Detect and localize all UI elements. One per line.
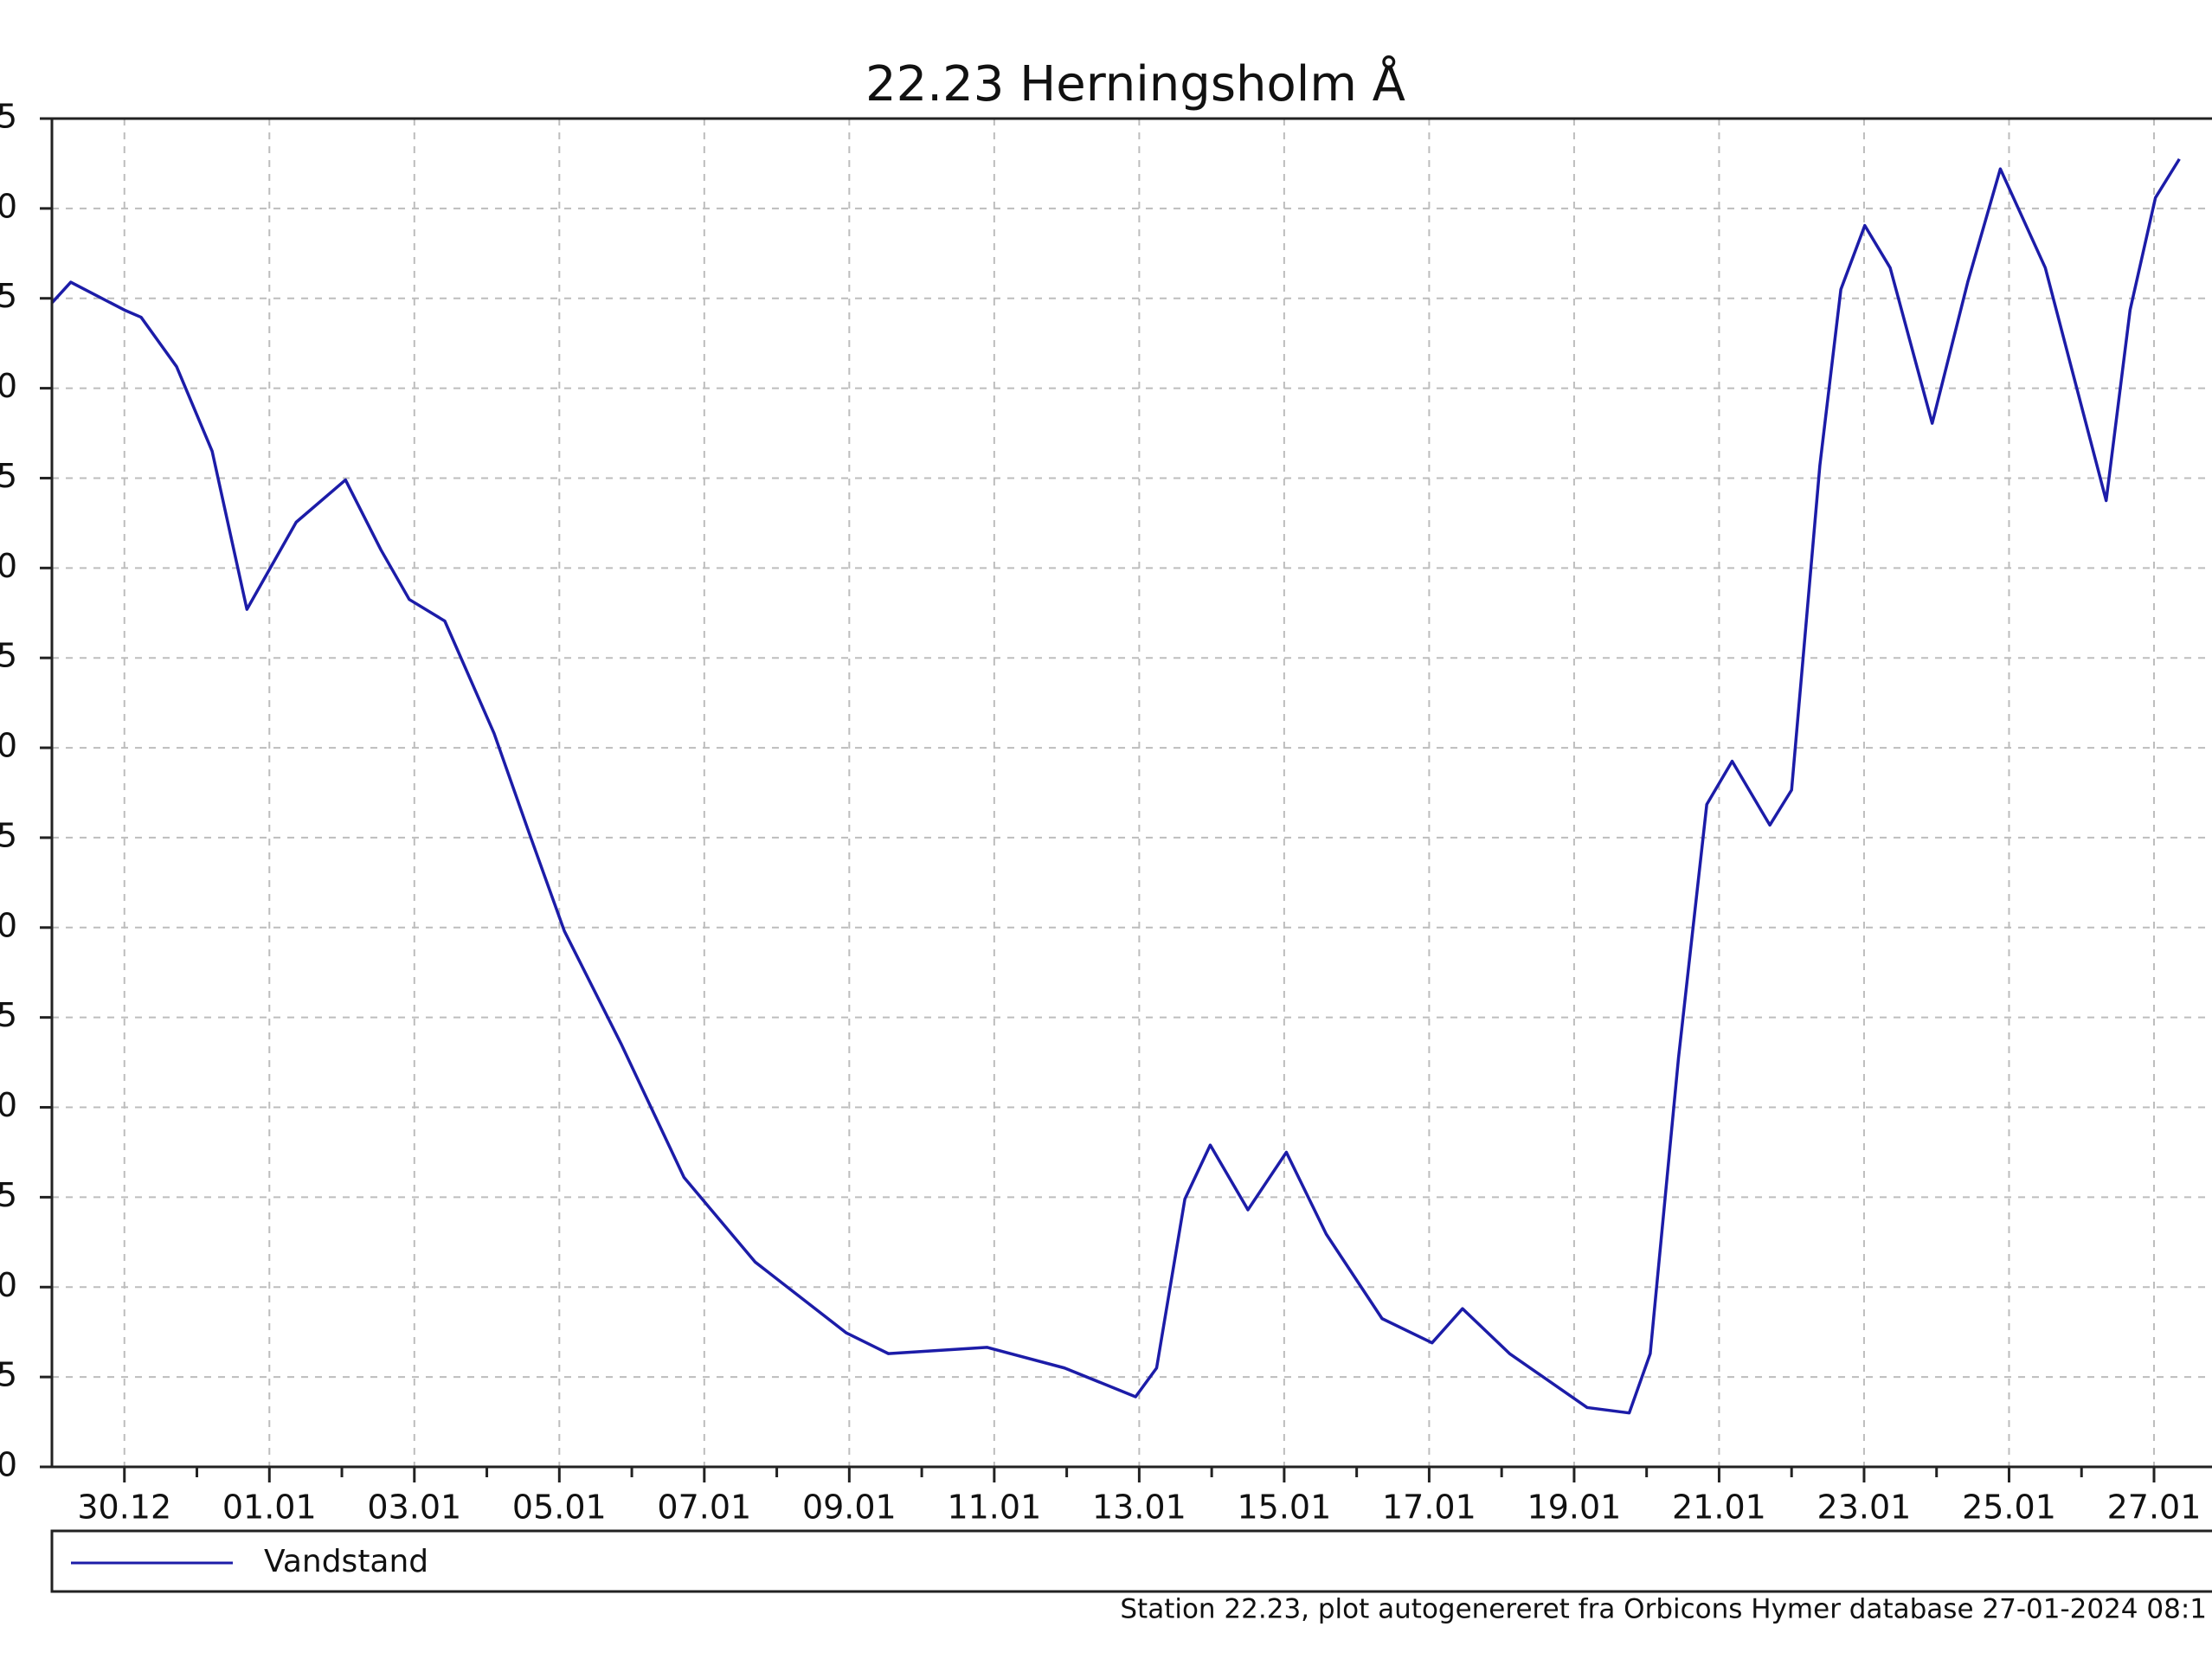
x-tick-label: 11.01 (947, 1489, 1041, 1527)
x-tick-label: 13.01 (1092, 1489, 1186, 1527)
chart-title: 22.23 Herningsholm Å (865, 55, 1405, 113)
y-tick-label: 0 (0, 547, 17, 585)
y-tick-label: 5 (0, 277, 17, 315)
y-tick-label: 5 (0, 816, 17, 854)
y-tick-label: 0 (0, 367, 17, 405)
x-tick-label: 03.01 (367, 1489, 461, 1527)
x-tick-label: 07.01 (657, 1489, 751, 1527)
y-tick-label: 5 (0, 637, 17, 675)
x-tick-label: 17.01 (1382, 1489, 1476, 1527)
x-tick-label: 09.01 (802, 1489, 897, 1527)
x-tick-label: 30.12 (77, 1489, 171, 1527)
x-tick-label: 25.01 (1962, 1489, 2056, 1527)
grid (52, 118, 2212, 1468)
y-tick-label: 0 (0, 1266, 17, 1304)
y-tick-label: 0 (0, 1086, 17, 1124)
y-tick-label: 0 (0, 727, 17, 765)
y-tick-label: 0 (0, 906, 17, 944)
x-tick-label: 21.01 (1672, 1489, 1766, 1527)
y-tick-label: 0 (0, 187, 17, 225)
x-tick-label: 05.01 (512, 1489, 607, 1527)
y-tick-label: 0 (0, 1446, 17, 1484)
x-tick-label: 01.01 (222, 1489, 317, 1527)
x-tick-label: 19.01 (1527, 1489, 1622, 1527)
x-tick-label: 23.01 (1817, 1489, 1912, 1527)
x-tick-label: 27.01 (2107, 1489, 2202, 1527)
legend-label: Vandstand (264, 1544, 428, 1579)
footer-note: Station 22.23, plot autogenereret fra Or… (1120, 1594, 2207, 1625)
x-tick-label: 15.01 (1237, 1489, 1331, 1527)
y-tick-label: 5 (0, 1356, 17, 1394)
y-tick-label: 5 (0, 1176, 17, 1214)
plot-area (50, 158, 2181, 1415)
y-tick-label: 5 (0, 98, 17, 136)
legend-box (50, 1529, 2212, 1593)
plot-frame (50, 117, 2212, 1469)
data-line (50, 158, 2181, 1415)
y-tick-label: 5 (0, 996, 17, 1034)
y-tick-label: 5 (0, 457, 17, 495)
